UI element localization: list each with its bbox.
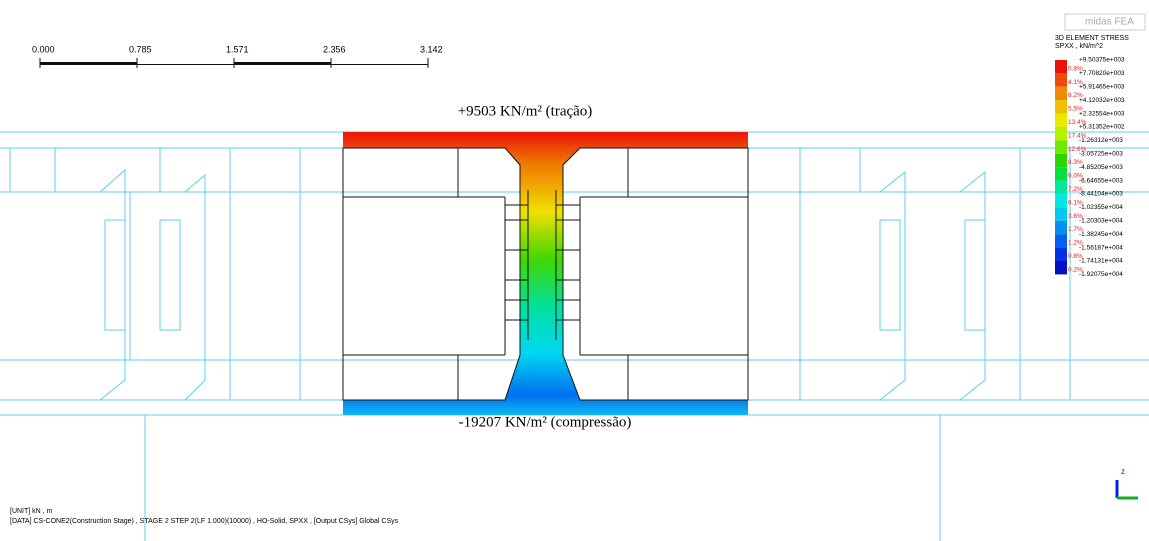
legend-swatch — [1055, 207, 1067, 220]
legend-value: +5.91465e+003 — [1079, 84, 1125, 91]
scale-segment — [331, 64, 428, 65]
legend-value: -1.74131e+004 — [1079, 258, 1123, 265]
scale-label: 3.142 — [420, 44, 443, 54]
legend: 0.8%4.1%6.2%5.5%13.4%17.4%12.6%8.3%6.0%7… — [1055, 57, 1125, 278]
viewport: 0.000 0.785 1.571 2.356 3.142 +9503 KN/m² (t… — [0, 0, 1149, 541]
legend-value: -8.44104e+003 — [1079, 191, 1123, 198]
legend-value: -4.85205e+003 — [1079, 164, 1123, 171]
scale-label: 0.000 — [32, 44, 55, 54]
legend-value: -1.20303e+004 — [1079, 218, 1123, 225]
min-annotation: -19207 KN/m² (compressão) — [459, 414, 632, 430]
scale-segment — [40, 62, 137, 65]
legend-value: -3.05725e+003 — [1079, 151, 1123, 158]
legend-swatch — [1055, 127, 1067, 140]
scale-label: 2.356 — [323, 44, 346, 54]
background-mesh — [0, 132, 1149, 541]
scale-segment — [234, 62, 331, 65]
legend-swatch — [1055, 140, 1067, 153]
legend-swatch — [1055, 60, 1067, 73]
legend-value: -1.92075e+004 — [1079, 271, 1123, 278]
legend-swatch — [1055, 167, 1067, 180]
legend-value: -1.02355e+004 — [1079, 204, 1123, 211]
legend-swatch — [1055, 194, 1067, 207]
data-info: [DATA] CS-CONE2(Construction Stage) , ST… — [10, 518, 399, 525]
legend-value: -1.56187e+004 — [1079, 244, 1123, 251]
legend-swatch — [1055, 221, 1067, 234]
scale-label: 0.785 — [129, 44, 152, 54]
legend-swatch — [1055, 154, 1067, 167]
legend-value: -6.64655e+003 — [1079, 177, 1123, 184]
stress-contour — [343, 132, 748, 415]
scale-segment — [137, 64, 234, 65]
legend-swatch — [1055, 234, 1067, 247]
legend-value: +9.50375e+003 — [1079, 57, 1125, 64]
scale-label: 1.571 — [226, 44, 249, 54]
legend-value: +5.31352e+002 — [1079, 124, 1125, 131]
legend-swatch — [1055, 73, 1067, 86]
legend-value: -1.38245e+004 — [1079, 231, 1123, 238]
legend-value: +4.12032e+003 — [1079, 97, 1125, 104]
legend-swatch — [1055, 87, 1067, 100]
legend-value: +7.70820e+003 — [1079, 70, 1125, 77]
brand: midas FEA — [1085, 17, 1134, 28]
legend-subtitle: SPXX , kN/m^2 — [1055, 43, 1103, 50]
legend-swatch — [1055, 181, 1067, 194]
legend-swatch — [1055, 248, 1067, 261]
legend-title: 3D ELEMENT STRESS — [1055, 35, 1129, 42]
legend-value: +2.32554e+003 — [1079, 110, 1125, 117]
scale-bar: 0.000 0.785 1.571 2.356 3.142 — [32, 44, 443, 68]
axis-triad: z — [1117, 467, 1138, 498]
legend-swatch — [1055, 261, 1067, 274]
svg-text:z: z — [1121, 467, 1125, 476]
max-annotation: +9503 KN/m² (tração) — [458, 103, 593, 119]
unit-info: [UNIT] kN , m — [10, 508, 53, 515]
legend-swatch — [1055, 114, 1067, 127]
legend-value: -1.26312e+003 — [1079, 137, 1123, 144]
legend-swatch — [1055, 100, 1067, 113]
